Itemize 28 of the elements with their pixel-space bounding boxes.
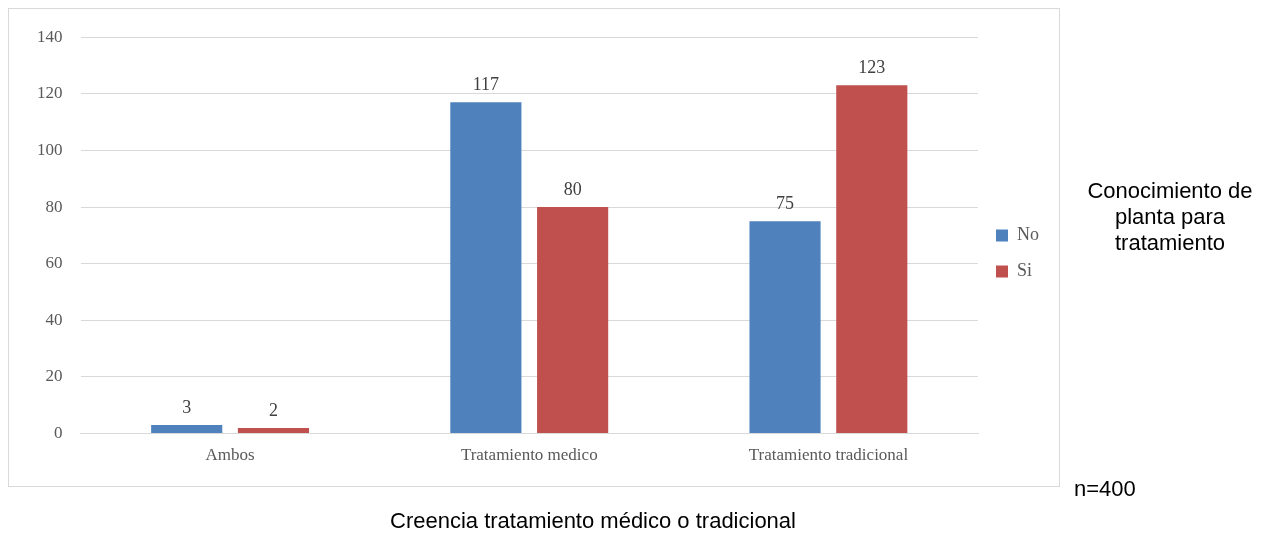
data-label: 75 <box>776 192 795 213</box>
y-tick-label: 120 <box>37 83 63 103</box>
bar <box>237 427 310 434</box>
legend-title: Conocimiento de planta para tratamiento <box>1086 178 1254 256</box>
bar <box>749 221 821 434</box>
legend-label: Si <box>1017 260 1033 281</box>
text: n=400 <box>1074 476 1136 502</box>
x-tick-label: Tratamiento tradicional <box>748 445 909 465</box>
y-tick-label: 60 <box>45 253 63 273</box>
data-label: 3 <box>182 396 192 417</box>
y-tick-label: 20 <box>45 366 63 386</box>
bar <box>450 102 522 434</box>
x-tick-label: Tratamiento medico <box>460 445 598 465</box>
data-label: 123 <box>858 57 886 78</box>
data-label: 80 <box>563 178 582 199</box>
y-tick-label: 0 <box>54 423 63 443</box>
y-tick-label: 100 <box>37 139 63 159</box>
bar <box>537 207 609 434</box>
y-tick-label: 80 <box>45 196 63 216</box>
data-label: 117 <box>472 74 500 95</box>
y-tick-label: 140 <box>37 26 63 46</box>
y-tick-label: 40 <box>45 309 63 329</box>
data-label: 2 <box>268 399 278 420</box>
x-tick-label: Ambos <box>205 445 255 465</box>
x-axis-title: Creencia tratamiento médico o tradicional <box>389 508 797 534</box>
bar <box>151 425 223 434</box>
bar <box>836 85 908 434</box>
legend-label: No <box>1017 224 1039 245</box>
